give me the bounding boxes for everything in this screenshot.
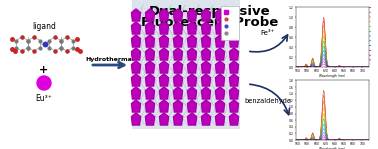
- Polygon shape: [229, 22, 239, 34]
- Polygon shape: [174, 22, 183, 34]
- Polygon shape: [201, 113, 211, 125]
- Text: Fe³⁺: Fe³⁺: [261, 30, 275, 36]
- Polygon shape: [187, 48, 197, 60]
- Polygon shape: [174, 100, 183, 112]
- Polygon shape: [146, 87, 155, 99]
- Polygon shape: [201, 9, 211, 21]
- Polygon shape: [174, 9, 183, 21]
- Polygon shape: [160, 35, 169, 47]
- Polygon shape: [146, 48, 155, 60]
- Polygon shape: [174, 74, 183, 86]
- Polygon shape: [187, 9, 197, 21]
- X-axis label: Wavelength (nm): Wavelength (nm): [319, 147, 345, 149]
- Polygon shape: [146, 74, 155, 86]
- Polygon shape: [229, 48, 239, 60]
- Polygon shape: [146, 9, 155, 21]
- Polygon shape: [132, 48, 141, 60]
- Polygon shape: [201, 74, 211, 86]
- Text: Hydrothermal: Hydrothermal: [85, 57, 135, 62]
- Polygon shape: [201, 100, 211, 112]
- Polygon shape: [160, 87, 169, 99]
- Polygon shape: [160, 113, 169, 125]
- Polygon shape: [201, 22, 211, 34]
- Polygon shape: [229, 113, 239, 125]
- Text: +: +: [39, 65, 49, 75]
- Polygon shape: [146, 35, 155, 47]
- Polygon shape: [187, 61, 197, 73]
- Polygon shape: [146, 113, 155, 125]
- Polygon shape: [229, 74, 239, 86]
- Polygon shape: [174, 87, 183, 99]
- FancyBboxPatch shape: [132, 0, 240, 129]
- X-axis label: Wavelength (nm): Wavelength (nm): [319, 74, 345, 78]
- Polygon shape: [132, 61, 141, 73]
- Polygon shape: [187, 113, 197, 125]
- Polygon shape: [215, 113, 225, 125]
- Polygon shape: [187, 100, 197, 112]
- Polygon shape: [132, 22, 141, 34]
- Circle shape: [37, 76, 51, 90]
- Polygon shape: [160, 9, 169, 21]
- Polygon shape: [146, 100, 155, 112]
- Text: Fluorescent Probe: Fluorescent Probe: [141, 17, 279, 30]
- Polygon shape: [132, 87, 141, 99]
- Text: ligand: ligand: [32, 22, 56, 31]
- Text: Dual-responsive: Dual-responsive: [149, 4, 271, 17]
- Polygon shape: [215, 48, 225, 60]
- Text: benzaldehyde: benzaldehyde: [245, 98, 291, 104]
- Polygon shape: [132, 9, 141, 21]
- Polygon shape: [132, 113, 141, 125]
- Polygon shape: [174, 61, 183, 73]
- Polygon shape: [160, 48, 169, 60]
- Text: Eu³⁺: Eu³⁺: [36, 94, 53, 103]
- Polygon shape: [160, 22, 169, 34]
- Polygon shape: [215, 74, 225, 86]
- Polygon shape: [174, 48, 183, 60]
- Polygon shape: [215, 87, 225, 99]
- Polygon shape: [146, 61, 155, 73]
- Polygon shape: [201, 61, 211, 73]
- Polygon shape: [132, 35, 141, 47]
- Polygon shape: [160, 61, 169, 73]
- Polygon shape: [215, 9, 225, 21]
- Polygon shape: [160, 100, 169, 112]
- Polygon shape: [146, 22, 155, 34]
- Polygon shape: [215, 61, 225, 73]
- Polygon shape: [215, 100, 225, 112]
- Polygon shape: [229, 61, 239, 73]
- Polygon shape: [201, 48, 211, 60]
- Polygon shape: [201, 87, 211, 99]
- Polygon shape: [215, 35, 225, 47]
- Polygon shape: [187, 35, 197, 47]
- Polygon shape: [132, 74, 141, 86]
- Polygon shape: [187, 22, 197, 34]
- FancyBboxPatch shape: [221, 6, 239, 40]
- Polygon shape: [160, 74, 169, 86]
- Polygon shape: [229, 9, 239, 21]
- Polygon shape: [187, 74, 197, 86]
- Polygon shape: [187, 87, 197, 99]
- Polygon shape: [201, 35, 211, 47]
- Polygon shape: [174, 113, 183, 125]
- Polygon shape: [229, 35, 239, 47]
- Polygon shape: [229, 100, 239, 112]
- Polygon shape: [215, 22, 225, 34]
- Polygon shape: [174, 35, 183, 47]
- Polygon shape: [132, 100, 141, 112]
- Polygon shape: [229, 87, 239, 99]
